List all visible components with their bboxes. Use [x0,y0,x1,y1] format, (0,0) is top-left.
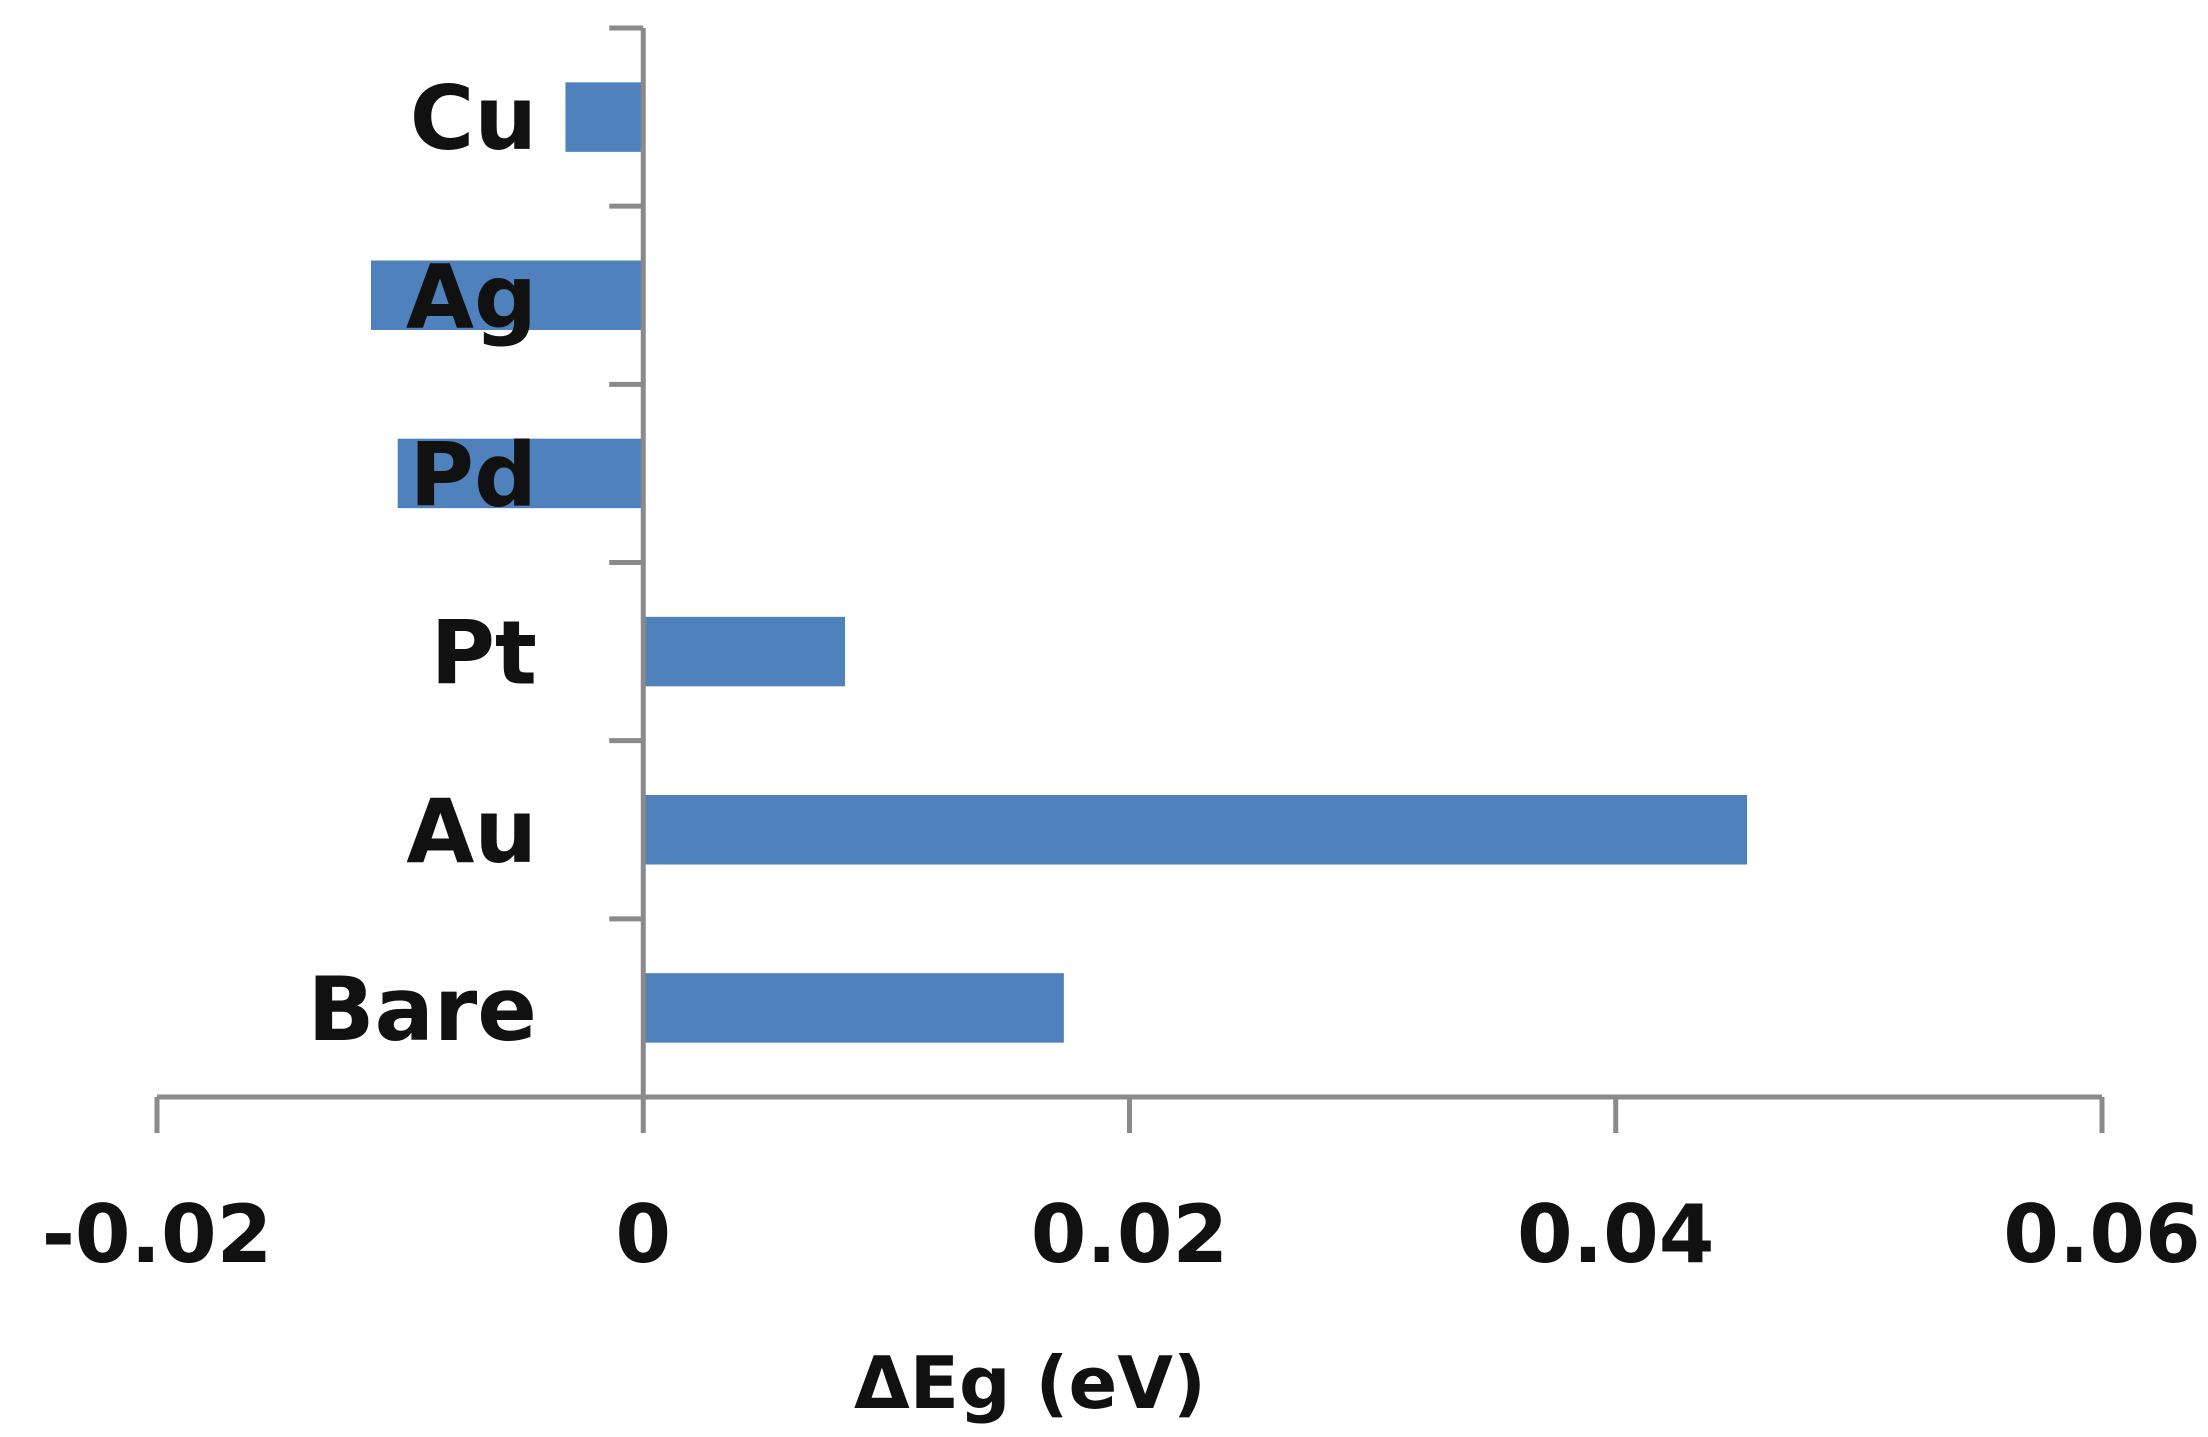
bar-cu [565,82,644,152]
category-label-pt: Pt [430,602,537,705]
x-tick-label: -0.02 [42,1188,273,1281]
bar-bare [643,973,1064,1043]
category-label-pd: Pd [410,423,538,526]
bar-pt [643,616,846,687]
x-tick-label: 0 [615,1188,671,1281]
labels-layer: Bare Au Pt Pd Ag Cu -0.02 0 0.02 0.04 0.06 [42,67,2201,1281]
category-label-au: Au [406,780,537,883]
bar-ag [370,260,644,330]
bars-layer [370,82,1748,1043]
x-tick-label: 0.04 [1517,1188,1714,1281]
x-tick-label: 0.02 [1031,1188,1228,1281]
x-axis-title: ΔEg (eV) [854,1341,1206,1425]
bar-pd [397,438,644,509]
category-label-bare: Bare [307,958,537,1061]
category-label-cu: Cu [410,67,537,170]
bar-au [643,795,1748,865]
axis-layer [157,28,2102,1100]
category-label-ag: Ag [406,245,537,348]
x-tick-label: 0.06 [2003,1188,2200,1281]
ticks-layer [154,25,2105,1133]
